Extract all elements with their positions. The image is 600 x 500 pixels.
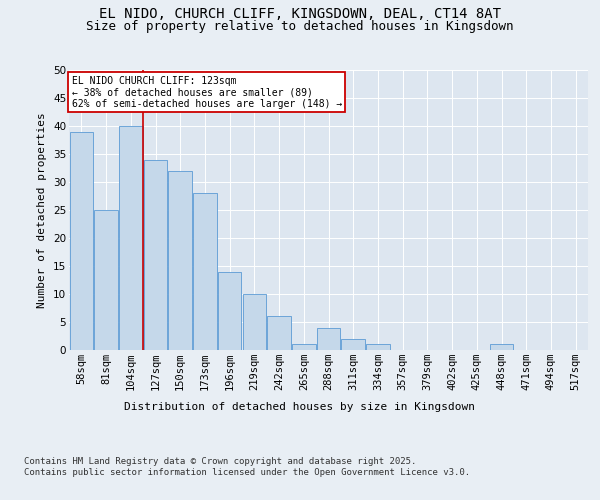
Text: Distribution of detached houses by size in Kingsdown: Distribution of detached houses by size … (125, 402, 476, 412)
Bar (490, 344, 513, 350)
Text: Contains HM Land Registry data © Crown copyright and database right 2025.
Contai: Contains HM Land Registry data © Crown c… (24, 458, 470, 477)
Bar (242, 294, 266, 350)
Bar (169, 171, 192, 350)
Bar (341, 339, 365, 350)
Bar (366, 344, 389, 350)
Bar (292, 344, 316, 350)
Bar (193, 193, 217, 350)
Bar (70, 132, 93, 350)
Y-axis label: Number of detached properties: Number of detached properties (37, 112, 47, 308)
Bar (268, 316, 291, 350)
Text: EL NIDO, CHURCH CLIFF, KINGSDOWN, DEAL, CT14 8AT: EL NIDO, CHURCH CLIFF, KINGSDOWN, DEAL, … (99, 8, 501, 22)
Text: EL NIDO CHURCH CLIFF: 123sqm
← 38% of detached houses are smaller (89)
62% of se: EL NIDO CHURCH CLIFF: 123sqm ← 38% of de… (71, 76, 342, 109)
Bar (317, 328, 340, 350)
Bar (119, 126, 143, 350)
Bar (94, 210, 118, 350)
Bar (218, 272, 241, 350)
Text: Size of property relative to detached houses in Kingsdown: Size of property relative to detached ho… (86, 20, 514, 33)
Bar (144, 160, 167, 350)
